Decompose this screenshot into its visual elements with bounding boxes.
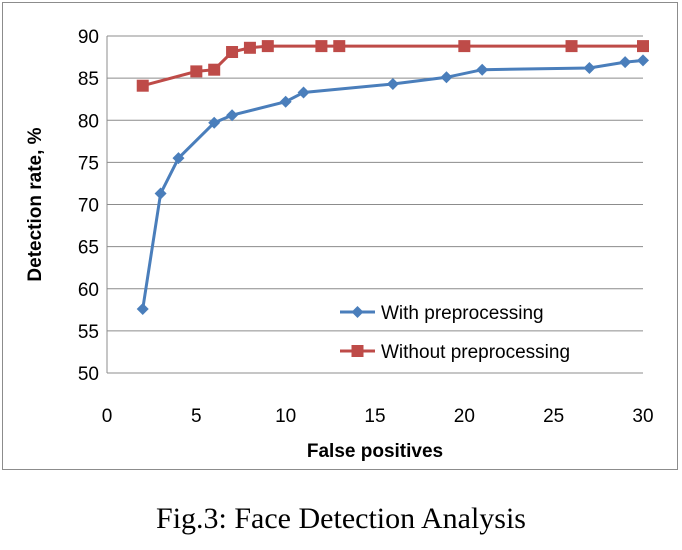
data-point [226, 109, 239, 122]
y-tick-label: 60 [78, 280, 99, 301]
y-tick-label: 75 [78, 153, 99, 174]
data-point [619, 56, 632, 69]
x-tick-label: 15 [364, 406, 385, 427]
data-point [440, 71, 453, 84]
legend-marker [351, 345, 364, 357]
data-point [154, 187, 167, 200]
y-tick-label: 50 [78, 364, 99, 385]
series-without-preprocessing [136, 40, 649, 92]
data-point [333, 40, 346, 53]
x-tick-label: 30 [632, 406, 653, 427]
axes: 50 55 60 65 70 75 80 85 90 0 5 10 15 20 25 30 [78, 27, 654, 427]
chart-frame: 50 55 60 65 70 75 80 85 90 0 5 10 15 20 25 30 False pos… [2, 2, 678, 470]
data-point [279, 95, 292, 108]
data-point [476, 63, 489, 76]
series-line [141, 58, 644, 310]
y-tick-label: 90 [78, 27, 99, 48]
y-tick-label: 70 [78, 196, 99, 217]
legend: With preprocessing Without preprocessing [340, 303, 570, 363]
data-point [208, 63, 221, 76]
data-point [243, 41, 256, 54]
y-tick-label: 80 [78, 111, 99, 132]
data-point [172, 152, 185, 165]
legend-label: Without preprocessing [381, 342, 570, 363]
legend-marker [351, 306, 364, 318]
data-point [297, 86, 310, 99]
data-point [637, 40, 649, 53]
data-point [637, 54, 649, 67]
x-tick-label: 25 [543, 406, 564, 427]
data-point [458, 40, 471, 53]
x-tick-label: 0 [102, 406, 113, 427]
legend-entry: Without preprocessing [340, 342, 570, 363]
legend-label: With preprocessing [381, 303, 544, 324]
y-tick-label: 85 [78, 69, 99, 90]
x-tick-label: 5 [191, 406, 202, 427]
figure-caption: Fig.3: Face Detection Analysis [156, 502, 526, 535]
y-tick-label: 65 [78, 238, 99, 259]
data-point [315, 40, 328, 53]
data-point [226, 46, 239, 59]
line-chart: 50 55 60 65 70 75 80 85 90 0 5 10 15 20 25 30 False pos… [25, 27, 654, 462]
data-point [261, 40, 274, 53]
data-point [136, 302, 149, 315]
x-tick-label: 20 [454, 406, 475, 427]
data-point [565, 40, 578, 53]
gridlines [107, 35, 643, 332]
data-point [136, 79, 149, 92]
x-tick-label: 10 [275, 406, 296, 427]
series-with-preprocessing [136, 54, 649, 315]
data-point [208, 116, 221, 129]
data-point [190, 65, 203, 78]
y-tick-label: 55 [78, 322, 99, 343]
data-point [386, 78, 399, 91]
series [136, 40, 649, 315]
data-point [583, 62, 596, 75]
legend-entry: With preprocessing [340, 303, 544, 324]
x-axis-title: False positives [307, 441, 443, 462]
y-axis-title: Detection rate, % [25, 127, 46, 281]
